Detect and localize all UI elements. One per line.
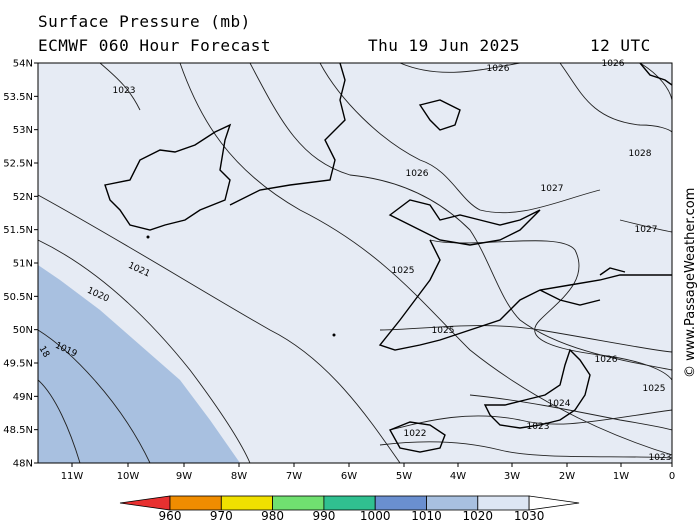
scale-segment (169, 495, 222, 511)
scale-arrow-high (528, 495, 580, 511)
chart-title: Surface Pressure (mb) (38, 12, 251, 31)
scale-segment (426, 495, 479, 511)
lat-tick-label: 49N (13, 392, 33, 403)
isobar-label: 1026 (595, 355, 618, 365)
isobar-label: 1023 (113, 86, 136, 96)
lon-tick-label: 8W (231, 471, 247, 482)
isobar-label: 1027 (635, 225, 658, 235)
credit-watermark: © www.PassageWeather.com (683, 188, 698, 378)
scale-segment (220, 495, 274, 511)
lon-tick-label: 0 (669, 471, 675, 482)
isobar-label: 1024 (548, 399, 571, 409)
isobar-label: 1023 (649, 453, 672, 463)
isobar-label: 1028 (629, 149, 652, 159)
scale-segment (477, 495, 530, 511)
scale-segment (272, 495, 325, 511)
lat-tick-label: 53.5N (3, 92, 33, 103)
isobars (38, 63, 672, 463)
lon-tick-label: 5W (396, 471, 412, 482)
lat-tick-label: 52.5N (3, 159, 33, 170)
scale-label: 1030 (514, 509, 545, 523)
scale-arrow-low (119, 495, 171, 511)
isobar-label: 1025 (392, 266, 415, 276)
scale-label: 970 (210, 509, 233, 523)
coastlines (104, 63, 672, 453)
longitude-axis: 11W 10W 9W 8W 7W 6W 5W 4W 3W 2W 1W 0 (61, 463, 675, 482)
isobar-label: 1026 (406, 169, 429, 179)
scale-label: 960 (159, 509, 182, 523)
isobar-label: 1025 (643, 384, 666, 394)
model-label: ECMWF 060 Hour Forecast (38, 36, 272, 55)
isobar-label: 1025 (432, 326, 455, 336)
scale-label: 1000 (360, 509, 391, 523)
lat-tick-label: 51N (13, 259, 33, 270)
lat-tick-label: 48.5N (3, 425, 33, 436)
scale-label: 1010 (411, 509, 442, 523)
lon-tick-label: 3W (504, 471, 520, 482)
scale-segment (374, 495, 427, 511)
lon-tick-label: 6W (341, 471, 357, 482)
lat-tick-label: 54N (13, 59, 33, 70)
lon-tick-label: 2W (559, 471, 575, 482)
lon-tick-label: 10W (117, 471, 140, 482)
lon-tick-label: 4W (450, 471, 466, 482)
pressure-color-scale: 960 970 980 990 1000 1010 1020 1030 (119, 495, 580, 523)
lat-tick-label: 49.5N (3, 359, 33, 370)
scale-label: 1020 (463, 509, 494, 523)
isobar-label: 1023 (527, 422, 550, 432)
isobar-label: 1027 (541, 184, 564, 194)
scale-label: 980 (261, 509, 284, 523)
lon-tick-label: 9W (176, 471, 192, 482)
lat-tick-label: 48N (13, 459, 33, 470)
isobar-label: 1026 (487, 64, 510, 74)
forecast-date: Thu 19 Jun 2025 (368, 36, 520, 55)
lat-tick-label: 53N (13, 125, 33, 136)
lon-tick-label: 1W (613, 471, 629, 482)
isobar-label: 1026 (602, 59, 625, 69)
forecast-time: 12 UTC (590, 36, 651, 55)
lat-tick-label: 50N (13, 325, 33, 336)
scale-label: 990 (312, 509, 335, 523)
isobar-label: 1022 (404, 429, 427, 439)
lat-tick-label: 52N (13, 192, 33, 203)
lat-tick-label: 50.5N (3, 292, 33, 303)
low-pressure-zone (38, 265, 240, 463)
scale-segment (323, 495, 376, 511)
lon-tick-label: 11W (61, 471, 84, 482)
svg-text:© www.PassageWeather.com: © www.PassageWeather.com (683, 188, 698, 378)
lon-tick-label: 7W (286, 471, 302, 482)
lat-tick-label: 51.5N (3, 225, 33, 236)
latitude-axis: 54N 53.5N 53N 52.5N 52N 51.5N 51N 50.5N 50N 49.5N… (3, 59, 38, 470)
